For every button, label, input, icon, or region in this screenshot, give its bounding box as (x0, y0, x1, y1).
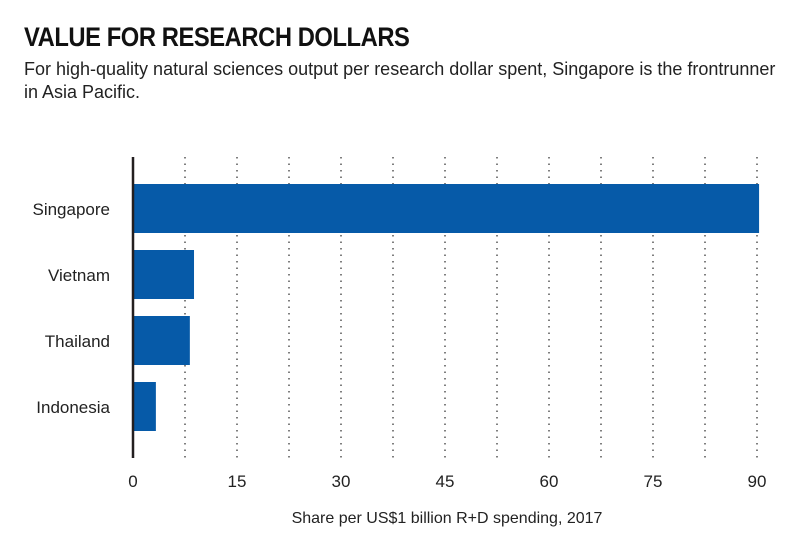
x-tick-label: 75 (644, 472, 663, 491)
category-label: Vietnam (48, 266, 110, 285)
x-tick-label: 30 (332, 472, 351, 491)
x-tick-label: 90 (748, 472, 767, 491)
bar-singapore (134, 184, 760, 233)
bar-indonesia (134, 382, 156, 431)
category-label: Indonesia (36, 398, 110, 417)
category-label: Singapore (32, 200, 110, 219)
category-label: Thailand (45, 332, 110, 351)
x-tick-label: 60 (540, 472, 559, 491)
bar-vietnam (134, 250, 195, 299)
chart-subtitle: For high-quality natural sciences output… (24, 59, 776, 102)
x-axis-label: Share per US$1 billion R+D spending, 201… (291, 510, 603, 527)
x-tick-label: 15 (228, 472, 247, 491)
x-tick-label: 45 (436, 472, 455, 491)
x-tick-label: 0 (128, 472, 137, 491)
bar-thailand (134, 316, 190, 365)
chart-title: VALUE FOR RESEARCH DOLLARS (24, 22, 410, 52)
